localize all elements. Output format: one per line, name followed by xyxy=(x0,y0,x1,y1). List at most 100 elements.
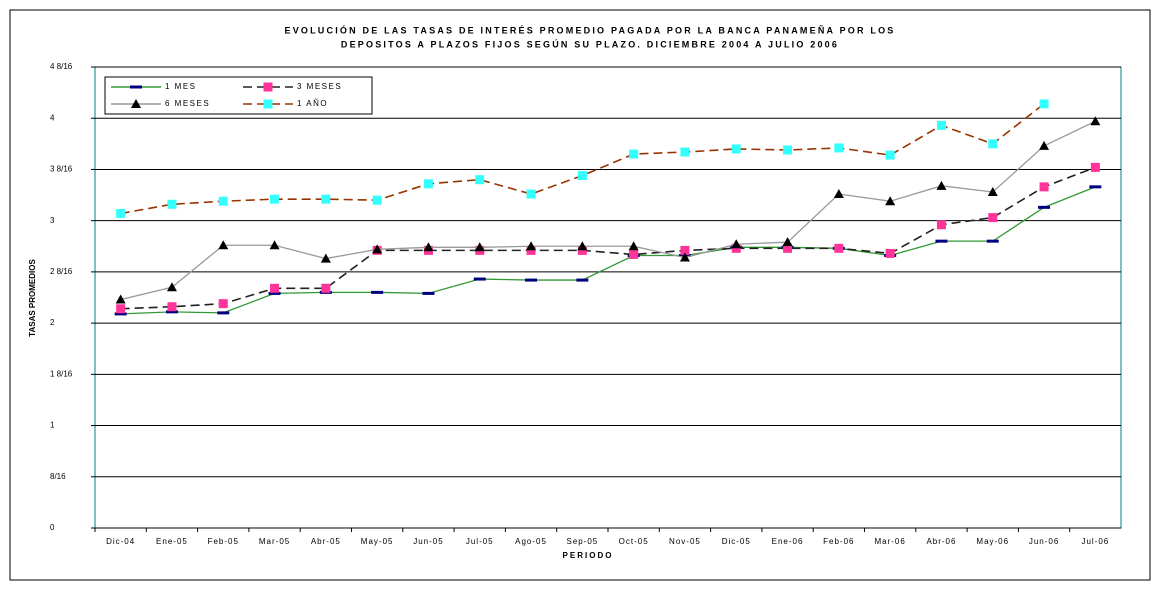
marker xyxy=(576,278,589,282)
x-tick-label: Mar-06 xyxy=(874,537,905,546)
x-tick-label: Ago-05 xyxy=(515,537,547,546)
x-tick-label: Jun-06 xyxy=(1029,537,1059,546)
x-axis-label: PERIODO xyxy=(563,551,614,560)
marker xyxy=(116,304,126,314)
marker xyxy=(263,82,273,92)
marker xyxy=(372,244,383,254)
plot-area xyxy=(94,66,1122,529)
x-tick-label: Ene-05 xyxy=(156,537,188,546)
marker xyxy=(372,195,382,205)
marker xyxy=(936,120,946,130)
marker xyxy=(1089,185,1102,189)
marker xyxy=(1039,99,1049,109)
x-tick-label: Abr-06 xyxy=(926,537,956,546)
marker xyxy=(167,199,177,209)
marker xyxy=(1090,116,1101,126)
marker xyxy=(269,240,280,250)
marker xyxy=(218,196,228,206)
marker xyxy=(885,150,895,160)
marker xyxy=(321,283,331,293)
series-line xyxy=(120,120,1096,301)
marker xyxy=(783,145,793,155)
x-tick-label: Sep-05 xyxy=(566,537,598,546)
marker xyxy=(577,245,587,255)
x-tick-label: Mar-05 xyxy=(259,537,290,546)
marker xyxy=(987,186,998,196)
marker xyxy=(166,282,177,292)
legend-label: 1 MES xyxy=(165,82,197,91)
marker xyxy=(782,237,793,247)
marker xyxy=(167,302,177,312)
marker xyxy=(270,283,280,293)
marker xyxy=(270,194,280,204)
marker xyxy=(731,243,741,253)
x-tick-label: Jun-05 xyxy=(413,537,443,546)
marker xyxy=(321,194,331,204)
x-tick-label: Jul-06 xyxy=(1081,537,1109,546)
x-tick-label: Oct-05 xyxy=(619,537,649,546)
x-tick-label: May-05 xyxy=(361,537,394,546)
x-tick-label: Dic-05 xyxy=(722,537,751,546)
marker xyxy=(526,189,536,199)
marker xyxy=(988,213,998,223)
x-tick-label: May-06 xyxy=(976,537,1009,546)
marker xyxy=(131,99,141,108)
marker xyxy=(1039,182,1049,192)
chart-title: DEPOSITOS A PLAZOS FIJOS SEGÚN SU PLAZO.… xyxy=(341,38,839,49)
y-axis-label: TASAS PROMEDIOS xyxy=(28,259,37,337)
marker xyxy=(885,248,895,258)
legend-label: 3 MESES xyxy=(297,82,342,91)
marker xyxy=(423,242,434,252)
marker xyxy=(475,175,485,185)
marker xyxy=(217,311,230,315)
marker xyxy=(936,180,947,190)
marker xyxy=(680,245,690,255)
series-line xyxy=(120,186,1096,315)
marker xyxy=(834,143,844,153)
x-tick-label: Feb-05 xyxy=(208,537,239,546)
marker xyxy=(885,196,896,206)
marker xyxy=(577,241,588,251)
marker xyxy=(629,249,639,259)
x-tick-label: Ene-06 xyxy=(772,537,804,546)
marker xyxy=(526,241,537,251)
marker xyxy=(988,139,998,149)
legend-label: 1 AÑO xyxy=(297,99,328,108)
y-tick-label: 2 xyxy=(50,318,55,327)
marker xyxy=(473,277,486,281)
marker xyxy=(577,171,587,181)
marker xyxy=(680,147,690,157)
x-tick-label: Nov-05 xyxy=(669,537,701,546)
y-tick-label: 1 8/16 xyxy=(50,369,73,378)
y-tick-label: 8/16 xyxy=(50,472,66,481)
marker xyxy=(268,291,281,295)
marker xyxy=(526,245,536,255)
marker xyxy=(783,243,793,253)
y-tick-label: 4 8/16 xyxy=(50,62,73,71)
x-tick-label: Jul-05 xyxy=(466,537,494,546)
marker xyxy=(679,252,690,262)
marker xyxy=(422,291,435,295)
marker xyxy=(629,149,639,159)
y-tick-label: 1 xyxy=(50,421,55,430)
marker xyxy=(423,179,433,189)
marker xyxy=(1039,140,1050,150)
marker xyxy=(218,240,229,250)
marker xyxy=(474,242,485,252)
marker xyxy=(834,243,844,253)
marker xyxy=(130,85,142,89)
marker xyxy=(936,220,946,230)
marker xyxy=(116,208,126,218)
x-tick-label: Feb-06 xyxy=(823,537,854,546)
marker xyxy=(263,99,273,109)
y-tick-label: 3 8/16 xyxy=(50,165,73,174)
y-tick-label: 0 xyxy=(50,523,55,532)
chart-title: EVOLUCIÓN DE LAS TASAS DE INTERÉS PROMED… xyxy=(285,24,896,35)
marker xyxy=(1038,205,1051,209)
marker xyxy=(218,299,228,309)
series-line xyxy=(120,166,1096,310)
y-tick-label: 2 8/16 xyxy=(50,267,73,276)
y-tick-label: 4 xyxy=(50,113,55,122)
legend-box xyxy=(104,76,373,115)
